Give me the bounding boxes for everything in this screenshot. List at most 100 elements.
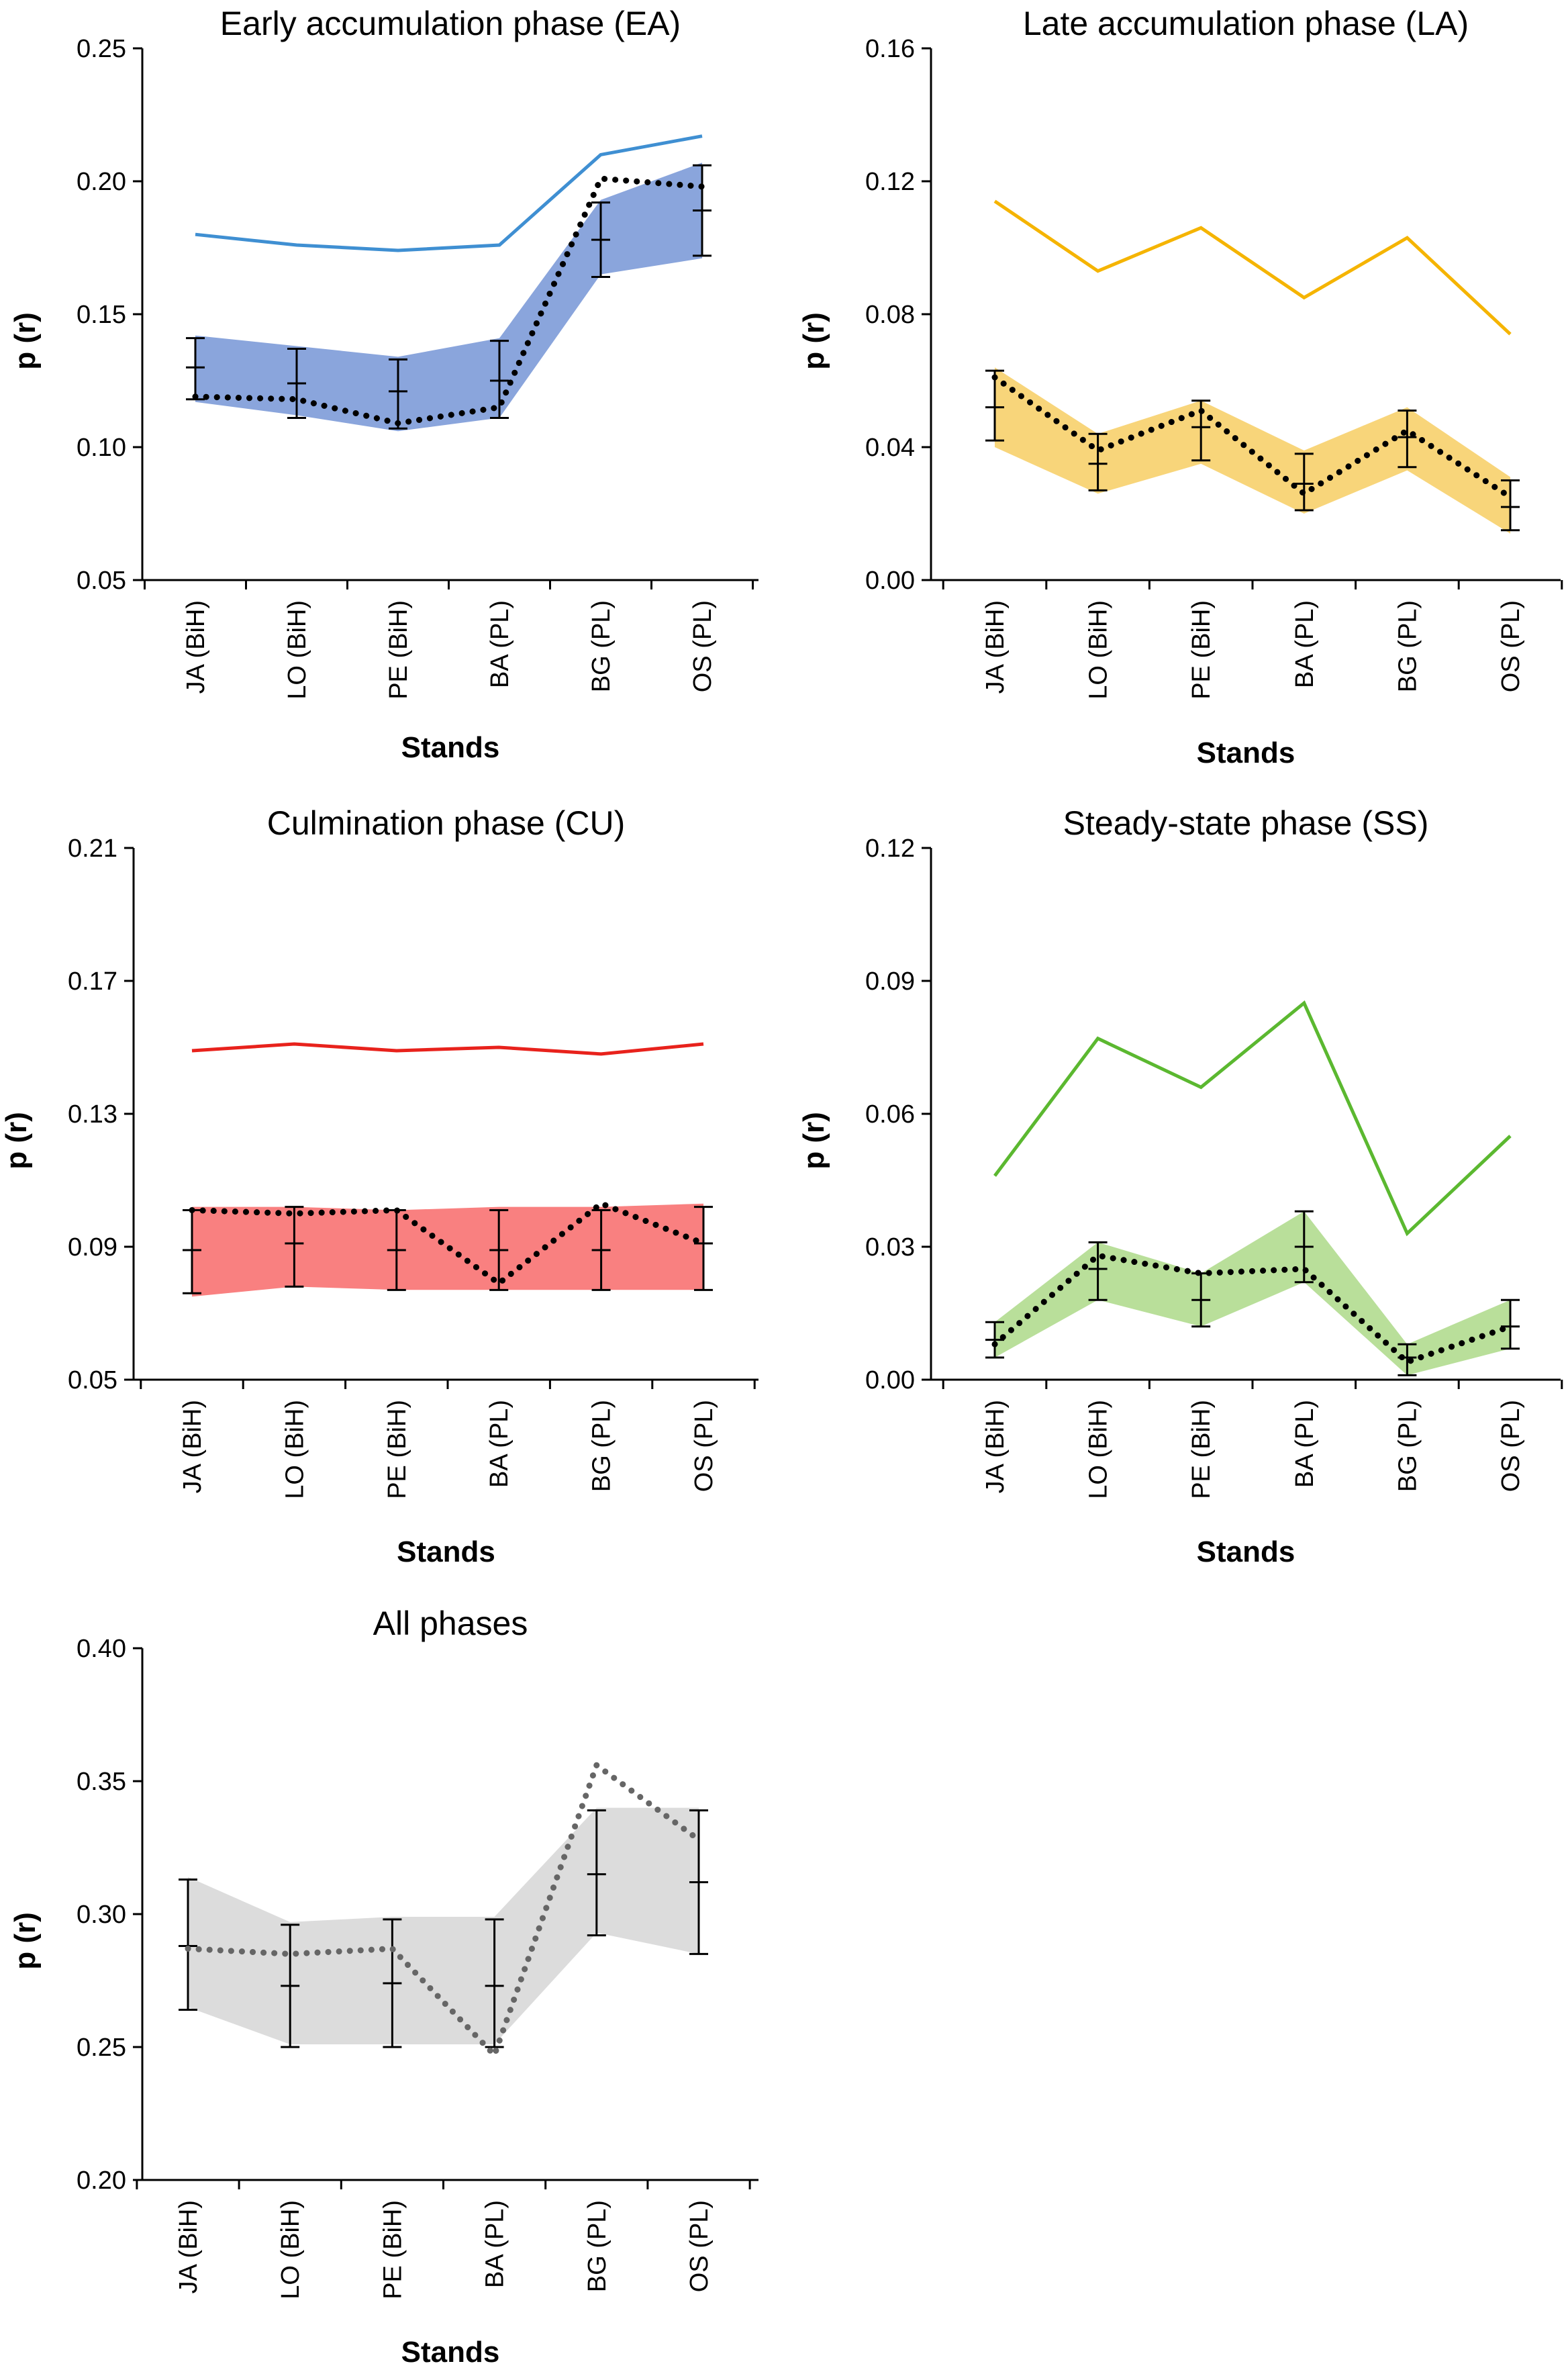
x-tick-label: LO (BiH): [277, 2200, 305, 2299]
y-tick-label: 0.17: [68, 967, 117, 996]
y-tick-label: 0.20: [77, 168, 126, 196]
error-bar: [985, 1321, 1004, 1359]
x-tick-label: BG (PL): [587, 600, 616, 692]
y-tick-label: 0.16: [865, 35, 915, 63]
chart-title: Early accumulation phase (EA): [220, 5, 681, 42]
x-tick-label: LO (BiH): [281, 1400, 309, 1499]
error-bar: [689, 1809, 708, 1955]
y-axis-title: p (r): [797, 312, 830, 370]
y-tick-label: 0.00: [865, 567, 915, 595]
x-tick-label: JA (BiH): [182, 600, 210, 694]
error-bar: [1088, 432, 1108, 491]
y-tick-label: 0.06: [865, 1100, 915, 1129]
x-tick-label: OS (PL): [1497, 1400, 1525, 1492]
x-tick-label: PE (BiH): [385, 600, 413, 700]
error-bar: [694, 1206, 713, 1291]
error-bar: [1088, 1241, 1108, 1301]
error-bar: [587, 1809, 606, 1937]
x-tick-label: BG (PL): [1393, 600, 1422, 692]
error-bar: [285, 1206, 304, 1288]
x-tick-label: OS (PL): [1497, 600, 1525, 692]
y-tick-label: 0.12: [865, 168, 915, 196]
x-tick-label: JA (BiH): [981, 1400, 1010, 1493]
x-tick-label: PE (BiH): [383, 1400, 411, 1499]
y-tick-label: 0.15: [77, 301, 126, 329]
x-tick-label: BG (PL): [588, 1400, 616, 1492]
y-tick-label: 0.20: [77, 2167, 126, 2195]
x-tick-label: PE (BiH): [1187, 600, 1216, 700]
y-tick-label: 0.25: [77, 35, 126, 63]
x-tick-label: LO (BiH): [1085, 600, 1113, 700]
error-bar: [985, 369, 1004, 442]
error-bar: [490, 340, 509, 419]
y-tick-label: 0.13: [68, 1100, 117, 1129]
expected-dotted-line: [185, 1760, 702, 2061]
expected-dotted-line: [991, 374, 1514, 500]
x-tick-label: BA (PL): [1291, 600, 1319, 688]
x-tick-label: LO (BiH): [283, 600, 311, 700]
error-bar: [485, 1918, 504, 2048]
x-tick-label: LO (BiH): [1085, 1400, 1113, 1499]
x-axis-title: Stands: [397, 1535, 495, 1568]
y-tick-label: 0.03: [865, 1233, 915, 1262]
y-tick-label: 0.09: [68, 1233, 117, 1262]
error-bar: [281, 1924, 300, 2048]
chart-panel-3: Culmination phase (CU) 0.05 0.09 0.13 0.17 0.…: [0, 804, 758, 1568]
error-bar: [693, 164, 712, 257]
chart-panel-4: Steady-state phase (SS) 0.00 0.03 0.06 0.09 0…: [797, 804, 1563, 1568]
x-tick-label: BA (PL): [481, 2200, 509, 2288]
chart-panel-5: All phases 0.20 0.25 0.30 0.35 0.40 JA (BiH) LO…: [9, 1605, 758, 2369]
observed-line: [993, 1000, 1512, 1237]
x-tick-label: PE (BiH): [379, 2200, 407, 2299]
y-axis-title: p (r): [797, 1112, 830, 1170]
x-tick-label: JA (BiH): [179, 1400, 207, 1493]
chart-title: All phases: [373, 1605, 528, 1642]
y-tick-label: 0.12: [865, 835, 915, 863]
x-tick-label: JA (BiH): [175, 2200, 203, 2293]
x-axis-title: Stands: [1197, 737, 1295, 769]
expected-dotted-line: [189, 1200, 707, 1288]
y-tick-label: 0.25: [77, 2034, 126, 2062]
observed-line: [993, 199, 1512, 336]
y-tick-label: 0.40: [77, 1635, 126, 1663]
x-tick-label: BG (PL): [583, 2200, 611, 2292]
x-tick-label: OS (PL): [689, 600, 717, 692]
error-bar: [591, 201, 610, 279]
error-bar: [389, 358, 407, 430]
y-axis-title: p (r): [0, 1112, 33, 1170]
chart-title: Steady-state phase (SS): [1063, 804, 1429, 842]
y-tick-label: 0.05: [68, 1366, 117, 1394]
confidence-band: [995, 1211, 1510, 1376]
expected-dotted-line: [991, 1252, 1514, 1366]
error-bar: [591, 1209, 611, 1291]
x-tick-label: PE (BiH): [1187, 1400, 1216, 1499]
y-tick-label: 0.30: [77, 1901, 126, 1929]
y-tick-label: 0.10: [77, 434, 126, 462]
x-axis-title: Stands: [1197, 1535, 1295, 1568]
chart-panel-2: Late accumulation phase (LA) 0.00 0.04 0.08…: [797, 5, 1563, 769]
x-axis-title: Stands: [401, 731, 500, 764]
y-tick-label: 0.35: [77, 1768, 126, 1796]
x-tick-label: BG (PL): [1393, 1400, 1422, 1492]
chart-title: Culmination phase (CU): [267, 804, 626, 842]
observed-line: [191, 1042, 704, 1056]
x-tick-label: BA (PL): [1291, 1400, 1319, 1488]
expected-dotted-line: [192, 175, 705, 426]
error-bar: [287, 347, 306, 419]
x-tick-label: JA (BiH): [981, 600, 1010, 694]
error-bar: [489, 1209, 509, 1291]
x-axis-title: Stands: [401, 2336, 500, 2369]
chart-title: Late accumulation phase (LA): [1023, 5, 1469, 42]
x-tick-label: BA (PL): [486, 600, 514, 688]
y-axis-title: p (r): [9, 312, 42, 370]
confidence-band: [195, 162, 702, 432]
y-tick-label: 0.09: [865, 967, 915, 996]
y-tick-label: 0.08: [865, 301, 915, 329]
error-bar: [183, 1209, 201, 1294]
x-tick-label: OS (PL): [690, 1400, 718, 1492]
observed-line: [195, 134, 703, 252]
y-axis-title: p (r): [9, 1912, 42, 1970]
error-bar: [1501, 479, 1520, 532]
y-tick-label: 0.00: [865, 1366, 915, 1394]
